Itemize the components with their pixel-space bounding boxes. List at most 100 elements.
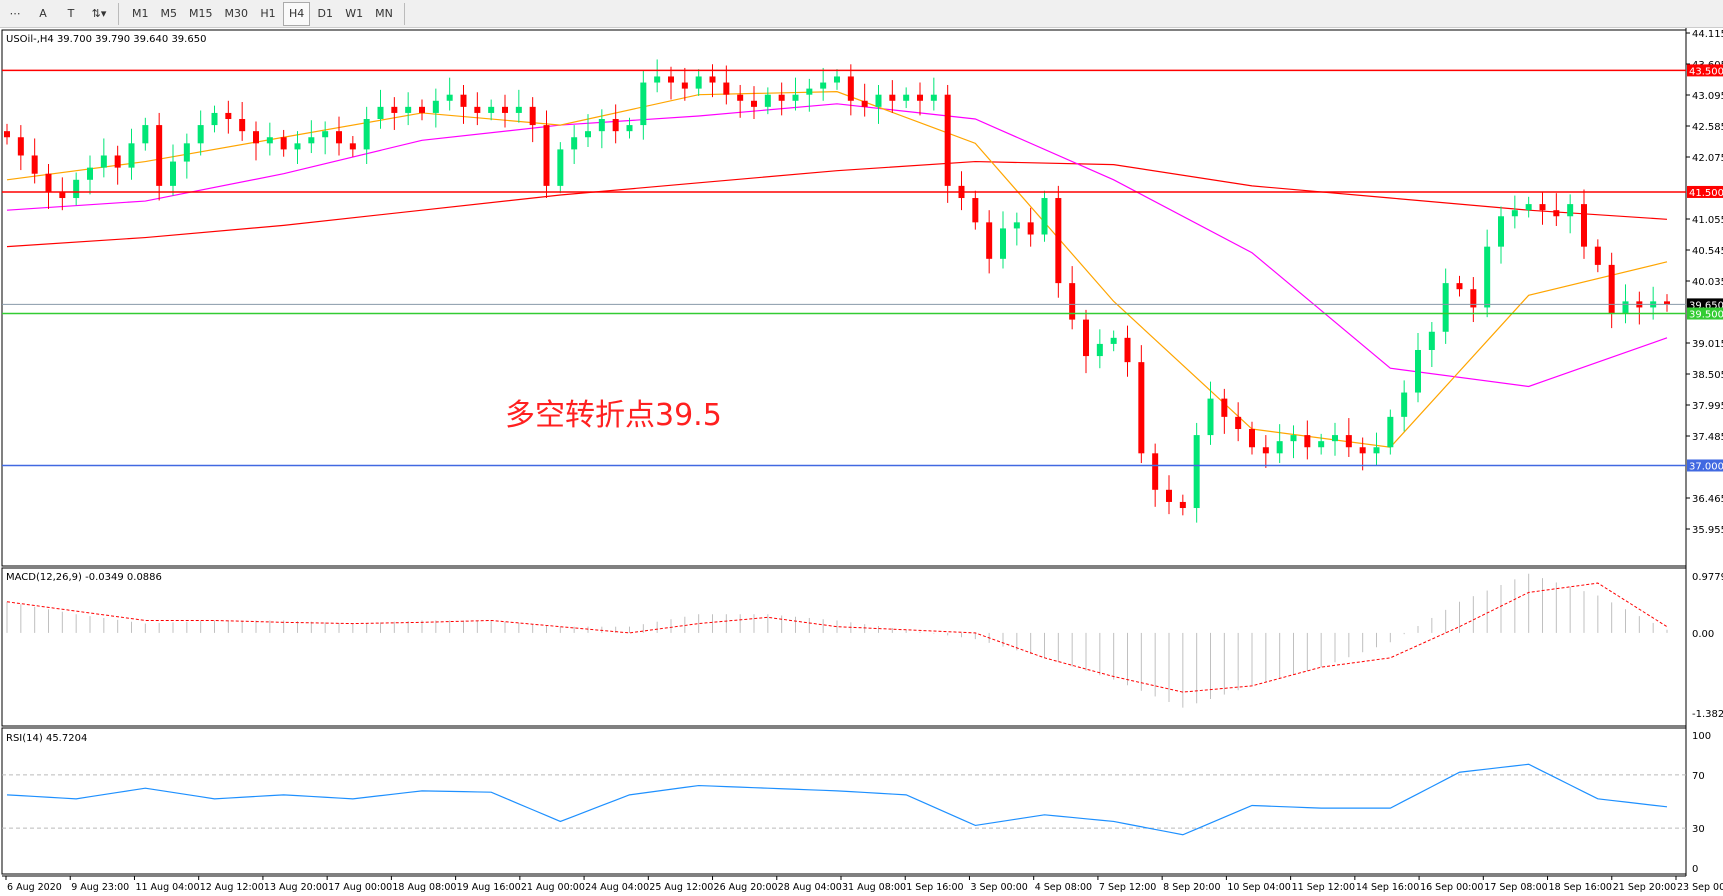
candle-body	[917, 94, 923, 101]
candle-body	[17, 137, 24, 156]
time-label: 17 Aug 00:00	[328, 882, 392, 893]
main-panel	[1, 29, 1687, 567]
candle-body	[585, 131, 591, 138]
level-label-bg	[1687, 185, 1723, 198]
candle	[723, 65, 730, 105]
candle-body	[668, 76, 674, 83]
candle	[349, 136, 356, 157]
candle	[363, 106, 370, 164]
candle-body	[764, 94, 771, 107]
candle-body	[225, 112, 232, 120]
price-tick-label: 40.035	[1692, 277, 1723, 288]
moving-average-line	[6, 103, 1668, 388]
candle-body	[1345, 435, 1352, 448]
candle-body	[529, 106, 536, 126]
candle-body	[1318, 441, 1325, 448]
candle-body	[1262, 447, 1269, 454]
candle-body	[253, 131, 259, 144]
candle	[778, 82, 785, 116]
time-label: 25 Aug 12:00	[649, 882, 713, 893]
candle	[170, 144, 176, 196]
text-icon[interactable]: A	[39, 7, 47, 20]
candle	[114, 145, 121, 185]
time-label: 9 Aug 23:00	[71, 882, 129, 893]
time-label: 12 Aug 12:00	[200, 882, 264, 893]
candle-body	[1152, 453, 1159, 490]
level-label-bg	[1687, 64, 1723, 77]
candle-body	[308, 137, 315, 144]
candle	[1276, 424, 1283, 464]
timeframe-m15-button[interactable]: M15	[189, 7, 213, 20]
candle	[557, 142, 564, 194]
time-label: 16 Sep 00:00	[1420, 882, 1483, 893]
level-label: 37.000	[1689, 461, 1723, 472]
candle-body	[1608, 264, 1615, 314]
chart[interactable]: 44.11543.60543.09542.58542.07541.05540.5…	[0, 28, 1723, 896]
level-label-bg	[1687, 307, 1723, 320]
candle-body	[488, 106, 495, 113]
timeframe-m30-button[interactable]: M30	[224, 7, 249, 20]
candle	[585, 114, 591, 147]
rsi-tick-label: 0	[1692, 864, 1698, 875]
candle-body	[1249, 429, 1255, 448]
candle-body	[681, 82, 688, 89]
candle-body	[419, 106, 425, 113]
candle	[986, 210, 993, 274]
candle	[1318, 433, 1325, 455]
timeframe-m5-button[interactable]: M5	[160, 7, 178, 20]
rsi-tick-label: 30	[1692, 824, 1705, 835]
timeframe-h4-button[interactable]: H4	[283, 1, 311, 26]
candle-body	[930, 94, 937, 101]
candle	[1401, 380, 1408, 432]
candle	[917, 82, 923, 116]
candle	[1304, 420, 1311, 460]
candle-body	[1207, 398, 1214, 436]
candle-body	[294, 143, 301, 150]
candle	[1456, 275, 1463, 297]
candle	[1664, 294, 1670, 312]
candle	[73, 172, 80, 206]
candle-body	[239, 119, 246, 132]
candle	[308, 120, 315, 154]
candle-body	[73, 179, 80, 199]
time-label: 8 Sep 20:00	[1163, 882, 1220, 893]
timeframe-mn-button[interactable]: MN	[375, 7, 393, 20]
candle-body	[156, 125, 163, 186]
candle	[695, 69, 702, 96]
candle-body	[1138, 362, 1145, 454]
candle-body	[847, 76, 854, 101]
candle	[1013, 212, 1020, 246]
timeframe-m1-button[interactable]: M1	[132, 7, 149, 20]
candle	[239, 101, 246, 141]
time-label: 10 Sep 04:00	[1227, 882, 1290, 893]
candle-body	[87, 167, 93, 180]
timeframe-w1-button[interactable]: W1	[345, 7, 364, 20]
candle	[460, 84, 467, 124]
candle-body	[4, 131, 10, 138]
candle-body	[806, 88, 813, 95]
candle	[100, 138, 107, 178]
draw-tools-icon[interactable]: ⇅▾	[91, 7, 107, 20]
candle-body	[543, 125, 550, 186]
timeframe-h1-button[interactable]: H1	[260, 7, 276, 20]
time-label: 18 Sep 16:00	[1549, 882, 1612, 893]
candle-body	[557, 149, 564, 186]
candle	[419, 99, 425, 121]
price-tick-label: 35.955	[1692, 525, 1723, 536]
candle-body	[820, 82, 827, 89]
price-tick-label: 44.115	[1692, 29, 1723, 40]
candle	[1124, 325, 1131, 377]
grid-fibo-icon[interactable]: ⋯	[9, 7, 21, 20]
candle-body	[1567, 204, 1574, 217]
candle-body	[695, 76, 702, 89]
annotation-text: 多空转折点39.5	[505, 398, 722, 433]
candle	[45, 163, 52, 209]
toolbar: ⋯ A T ⇅▾ M1 M5 M15 M30 H1 H4 D1 W1 MN	[0, 0, 1723, 28]
candle	[156, 112, 163, 201]
candle	[1166, 475, 1172, 515]
time-label: 23 Sep 00:00	[1677, 882, 1723, 893]
text-label-icon[interactable]: T	[67, 7, 75, 20]
timeframe-d1-button[interactable]: D1	[317, 7, 334, 20]
candle	[183, 133, 190, 179]
candle	[1428, 322, 1435, 368]
